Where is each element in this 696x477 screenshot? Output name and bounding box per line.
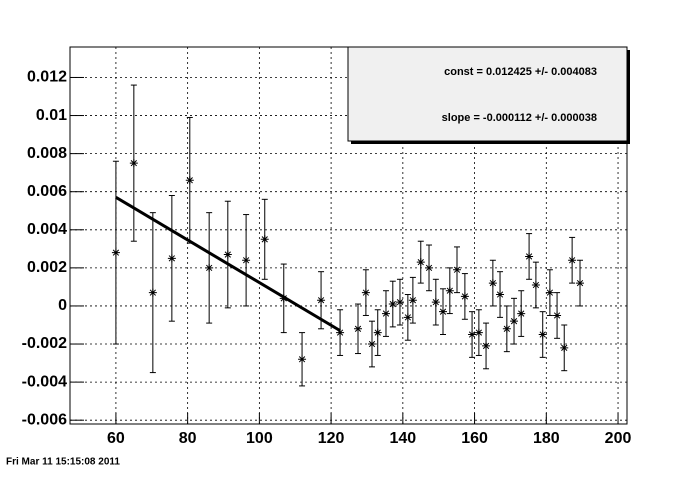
point (367, 340, 376, 349)
point (468, 330, 477, 339)
point (129, 159, 138, 168)
point (388, 300, 397, 309)
y-tick-label: -0.002 (22, 335, 67, 352)
point (111, 248, 120, 257)
stats-text: slope = -0.000112 +/- 0.000038 (442, 112, 597, 124)
y-tick-label: 0.008 (27, 145, 67, 162)
point (425, 263, 434, 272)
point (553, 311, 562, 320)
x-tick-label: 200 (605, 430, 632, 447)
point (317, 296, 326, 305)
point (260, 235, 269, 244)
y-tick-label: -0.004 (22, 373, 67, 390)
point (431, 298, 440, 307)
timestamp: Fri Mar 11 15:15:08 2011 (6, 457, 120, 468)
x-tick-label: 160 (461, 430, 488, 447)
point (395, 298, 404, 307)
point (452, 265, 461, 274)
x-tick-label: 100 (246, 430, 273, 447)
x-tick-label: 140 (389, 430, 416, 447)
point (568, 256, 577, 265)
stats-text: const = 0.012425 +/- 0.004083 (444, 66, 597, 78)
point (531, 281, 540, 290)
y-tick-label: 0 (58, 297, 67, 314)
point (223, 250, 232, 259)
y-tick-label: -0.006 (22, 411, 67, 428)
point (560, 343, 569, 352)
x-tick-label: 80 (179, 430, 197, 447)
point (381, 309, 390, 318)
point (336, 328, 345, 337)
point (460, 292, 469, 301)
y-tick-label: 0.012 (27, 69, 67, 86)
point (242, 256, 251, 265)
y-tick-label: 0.01 (36, 107, 67, 124)
point (445, 286, 454, 295)
point (373, 328, 382, 337)
point (482, 341, 491, 350)
fit-line (115, 196, 341, 332)
point (148, 288, 157, 297)
point (416, 258, 425, 267)
point (545, 288, 554, 297)
point (205, 263, 214, 272)
point (354, 324, 363, 333)
point (403, 313, 412, 322)
x-tick-label: 120 (318, 430, 345, 447)
point (525, 252, 534, 261)
y-tick-label: 0.002 (27, 259, 67, 276)
point (439, 307, 448, 316)
point (517, 309, 526, 318)
point (510, 317, 519, 326)
point (185, 176, 194, 185)
point (298, 355, 307, 364)
point (502, 324, 511, 333)
point (474, 328, 483, 337)
point (361, 288, 370, 297)
stats-box (347, 46, 628, 142)
x-tick-label: 60 (107, 430, 125, 447)
point (576, 279, 585, 288)
point (488, 279, 497, 288)
point (167, 254, 176, 263)
point (496, 290, 505, 299)
x-tick-label: 180 (533, 430, 560, 447)
point (408, 296, 417, 305)
y-tick-label: 0.006 (27, 183, 67, 200)
point (538, 330, 547, 339)
y-tick-label: 0.004 (27, 221, 67, 238)
